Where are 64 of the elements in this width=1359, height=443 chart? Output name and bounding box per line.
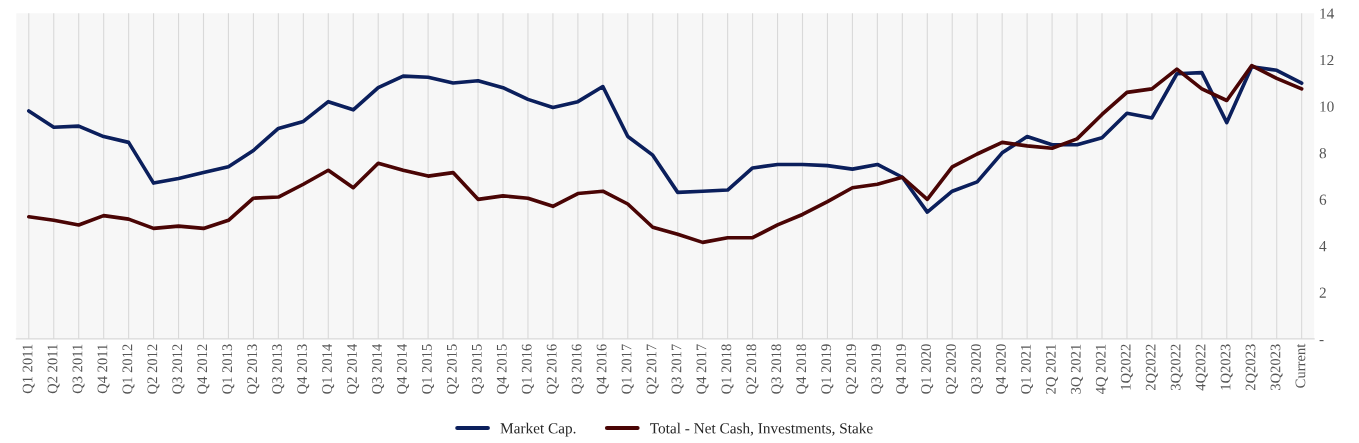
- x-tick-label: Q3 2018: [771, 344, 784, 394]
- y-tick-label: 6: [1319, 194, 1327, 205]
- x-tick-label: Q2 2012: [147, 344, 160, 394]
- x-tick-label: Q2 2020: [946, 344, 959, 394]
- x-tick-label: Q3 2015: [471, 344, 484, 394]
- x-tick-label: Q1 2018: [721, 344, 734, 394]
- x-tick-label: Q4 2020: [995, 344, 1009, 394]
- x-tick-label: Q1 2021: [1020, 344, 1033, 394]
- x-tick-label: Q1 2013: [222, 344, 235, 394]
- legend-label: Market Cap.: [500, 422, 576, 437]
- x-tick-label: Q1 2015: [421, 344, 434, 394]
- x-tick-label: Q4 2019: [896, 344, 909, 394]
- x-tick-label: Q2 2011: [47, 344, 60, 394]
- x-tick-label: Q1 2017: [621, 344, 634, 394]
- line-series: [26, 64, 1304, 214]
- x-tick-label: Q1 2020: [921, 344, 934, 394]
- x-tick-label: Q1 2019: [821, 344, 834, 394]
- x-tick-label: Q4 2017: [696, 344, 709, 394]
- x-tick-label: 4Q 2021: [1095, 344, 1108, 395]
- x-tick-label: 1Q2022: [1120, 344, 1133, 390]
- x-tick-label: Q3 2019: [871, 344, 884, 394]
- y-tick-label: -: [1319, 340, 1324, 342]
- x-tick-label: Q4 2013: [297, 344, 310, 394]
- x-tick-label: 2Q2023: [1245, 344, 1258, 391]
- x-tick-label: Q2 2014: [347, 343, 360, 394]
- x-tick-label: Q3 2011: [72, 344, 85, 394]
- x-tick-label: Q4 2015: [496, 344, 509, 394]
- x-tick-label: Q2 2013: [247, 344, 260, 394]
- y-tick-label: 10: [1320, 101, 1334, 112]
- x-tick-label: Q3 2013: [272, 344, 285, 394]
- x-tick-label: Q4 2012: [197, 344, 210, 394]
- x-tick-label: Q2 2018: [746, 344, 759, 394]
- x-tick-label: 2Q2022: [1145, 344, 1158, 391]
- x-tick-label: 2Q 2021: [1045, 344, 1058, 394]
- x-tick-label: Q1 2012: [122, 344, 135, 394]
- y-tick-label: 8: [1319, 147, 1327, 159]
- y-tick-label: 2: [1319, 287, 1326, 298]
- x-tick-label: Q3 2012: [172, 344, 185, 394]
- x-tick-label: Q1 2016: [521, 344, 534, 394]
- x-tick-label: Q1 2014: [322, 343, 335, 394]
- x-tick-label: 3Q2022: [1170, 344, 1183, 391]
- x-tick-label: 3Q 2021: [1070, 344, 1083, 394]
- x-tick-label: Q2 2017: [646, 344, 659, 394]
- x-tick-label: Q2 2015: [446, 344, 459, 394]
- x-tick-label: Q4 2014: [396, 343, 410, 394]
- x-tick-label: 1Q2023: [1220, 344, 1233, 390]
- x-tick-label: Q4 2018: [796, 344, 809, 394]
- x-tick-label: Q3 2016: [571, 344, 584, 394]
- x-tick-label: 4Q2022: [1195, 344, 1208, 391]
- x-tick-label: Q1 2011: [22, 344, 35, 394]
- x-tick-label: 3Q2023: [1270, 344, 1283, 391]
- x-tick-label: Q4 2016: [596, 344, 609, 394]
- x-tick-label: Current: [1295, 343, 1306, 388]
- y-tick-label: 12: [1320, 54, 1334, 66]
- y-tick-label: 14: [1320, 8, 1335, 19]
- x-tick-label: Q4 2011: [97, 344, 110, 394]
- x-tick-label: Q2 2019: [846, 344, 859, 394]
- x-tick-label: Q2 2016: [546, 344, 559, 394]
- x-tick-label: Q3 2017: [671, 344, 684, 394]
- legend-label: Total - Net Cash, Investments, Stake: [650, 422, 873, 436]
- y-tick-label: 4: [1319, 241, 1327, 252]
- x-tick-label: Q3 2014: [372, 343, 385, 394]
- x-tick-label: Q3 2020: [971, 344, 984, 394]
- line-series: [26, 63, 1304, 245]
